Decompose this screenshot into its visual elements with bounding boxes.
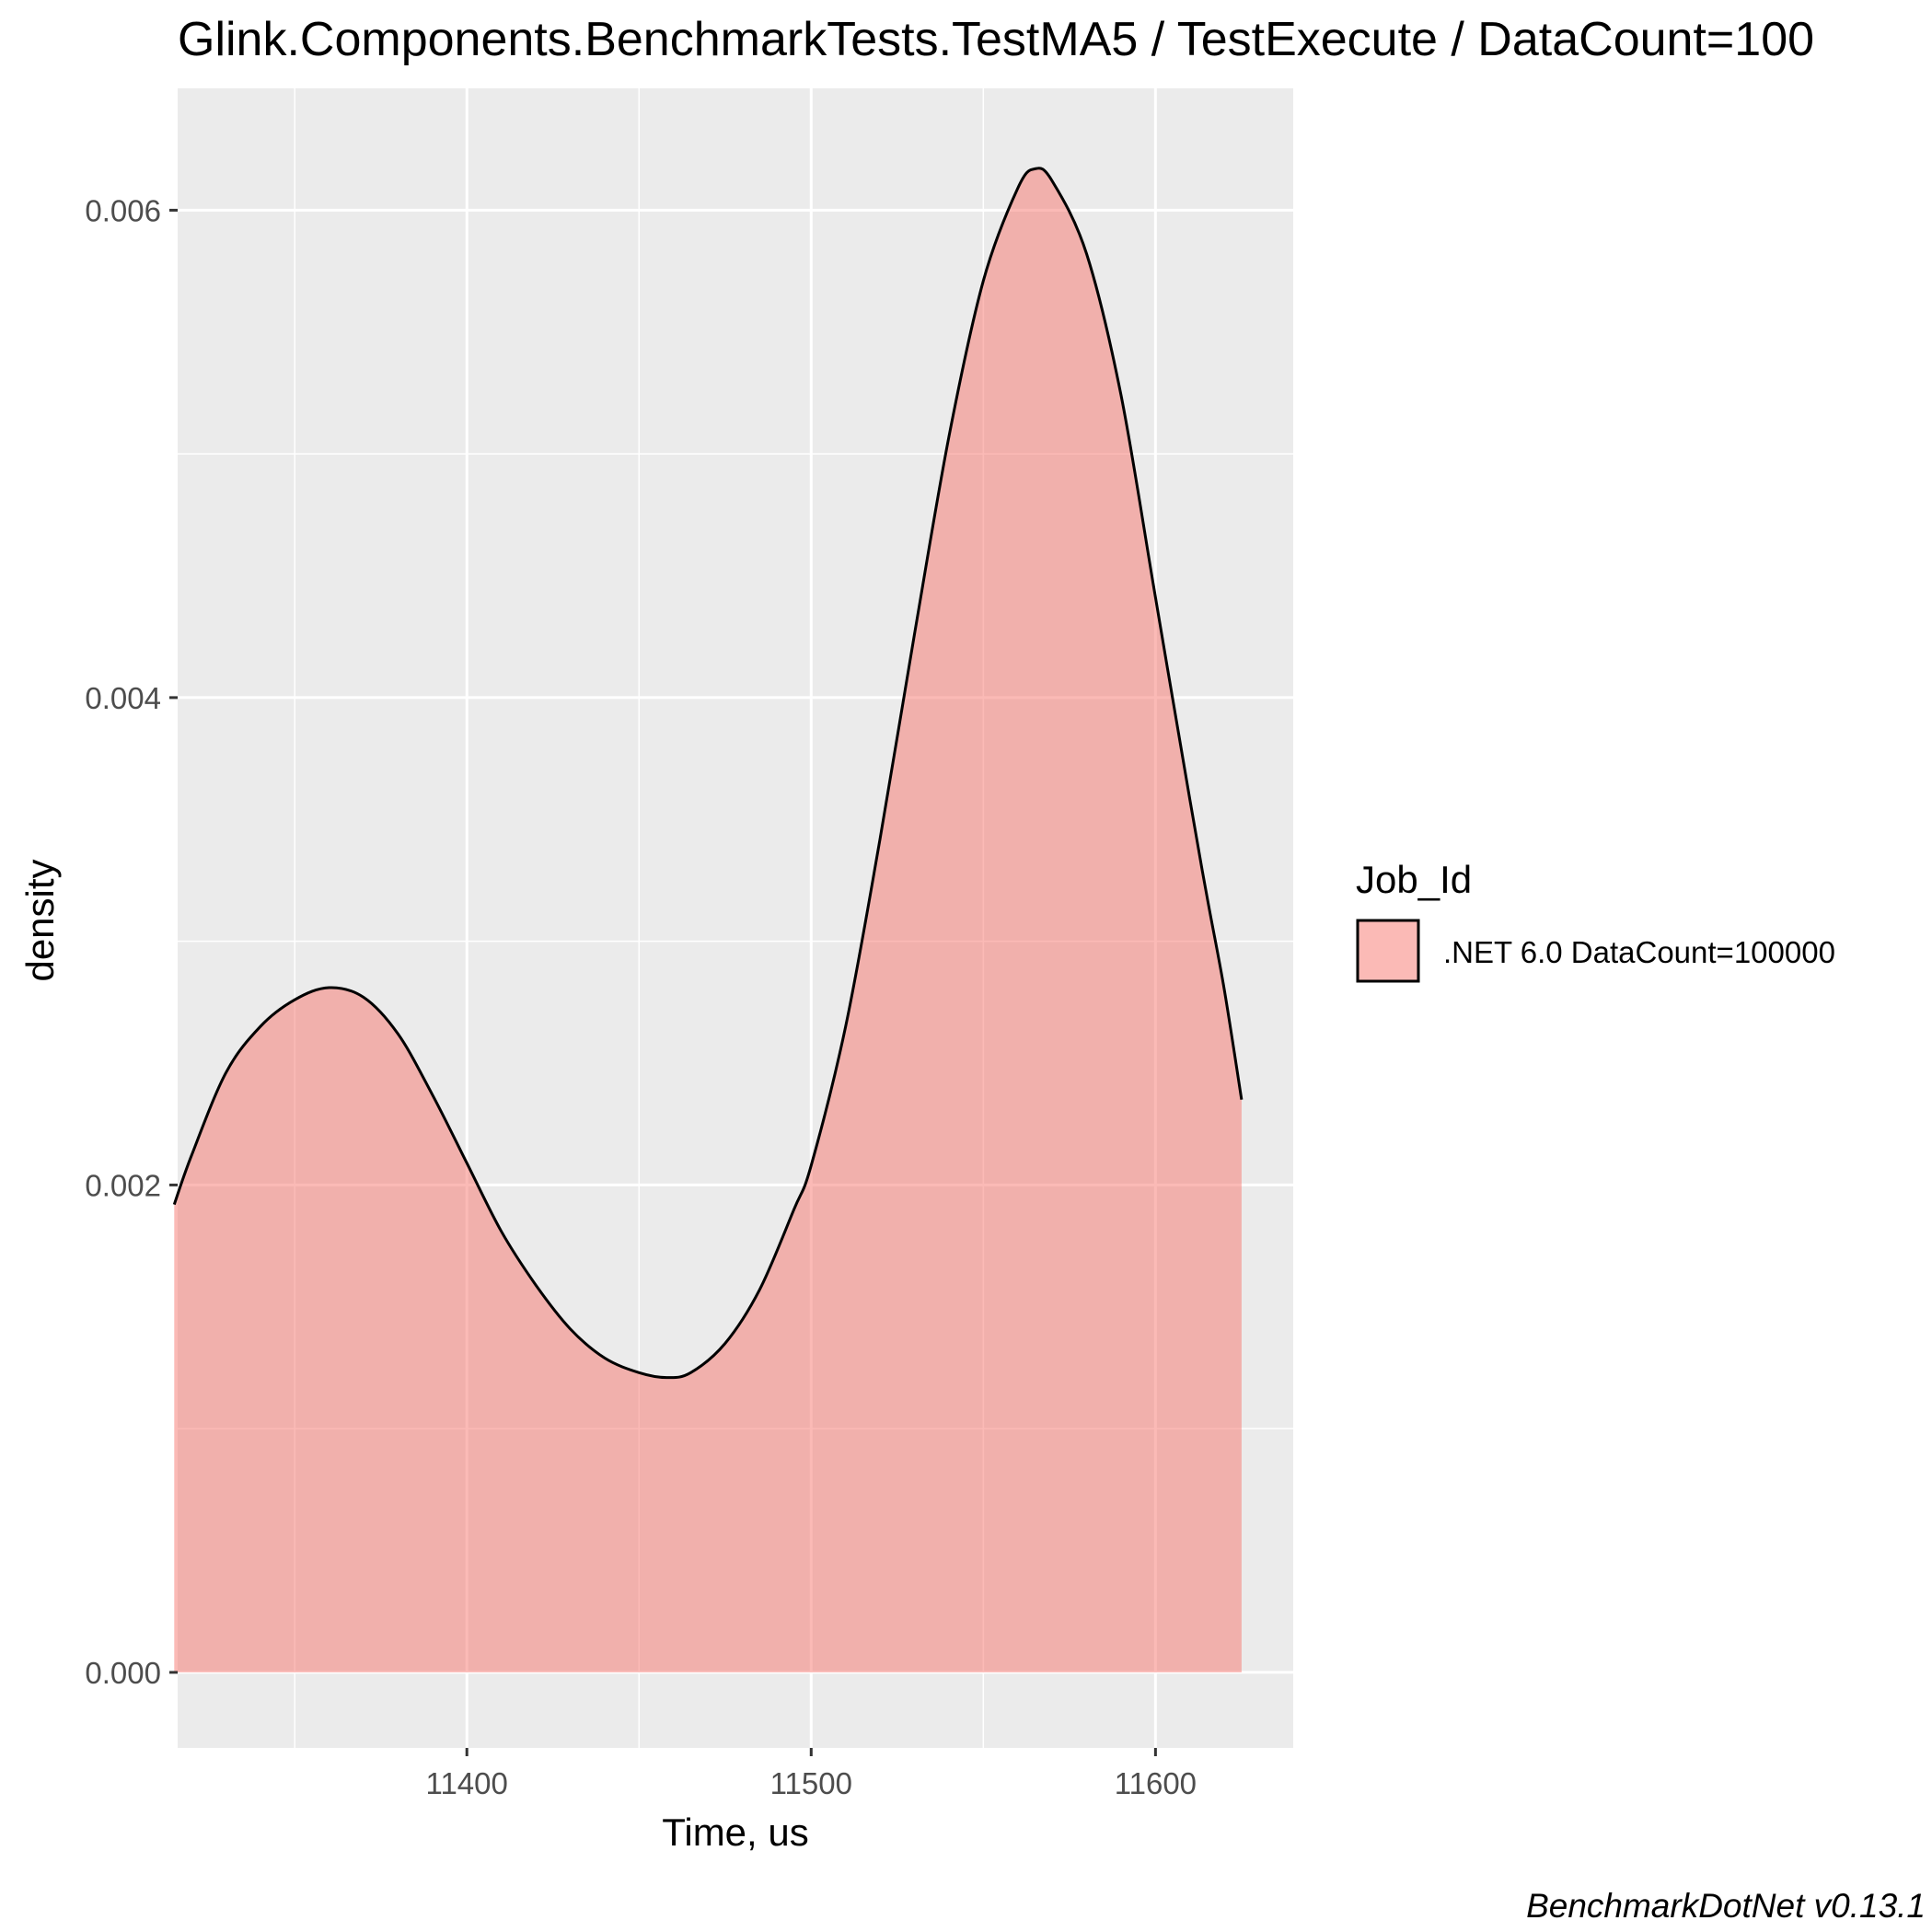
caption: BenchmarkDotNet v0.13.1 xyxy=(1526,1887,1926,1925)
legend-key-swatch xyxy=(1356,919,1420,983)
legend: Job_Id .NET 6.0 DataCount=100000 xyxy=(1356,858,1835,983)
y-tick-label: 0.006 xyxy=(85,193,161,227)
chart-title: Glink.Components.BenchmarkTests.TestMA5 … xyxy=(178,13,1814,66)
y-tick-label: 0.002 xyxy=(85,1168,161,1202)
x-tick-label: 11600 xyxy=(1115,1766,1197,1800)
density-area xyxy=(174,168,1242,1672)
x-tick-label: 11400 xyxy=(426,1766,508,1800)
density-line xyxy=(172,167,1244,1380)
y-axis-title: density xyxy=(18,859,62,981)
x-tick-label: 11500 xyxy=(770,1766,852,1800)
y-tick-label: 0.000 xyxy=(85,1656,161,1690)
y-axis: 0.000 0.002 0.004 0.006 xyxy=(85,193,178,1690)
x-axis: 11400 11500 11600 xyxy=(426,1748,1197,1800)
y-tick-label: 0.004 xyxy=(85,681,161,715)
plot-panel xyxy=(172,88,1293,1748)
legend-entry-label: .NET 6.0 DataCount=100000 xyxy=(1443,935,1835,969)
x-axis-title: Time, us xyxy=(662,1811,808,1854)
legend-title: Job_Id xyxy=(1356,858,1472,901)
